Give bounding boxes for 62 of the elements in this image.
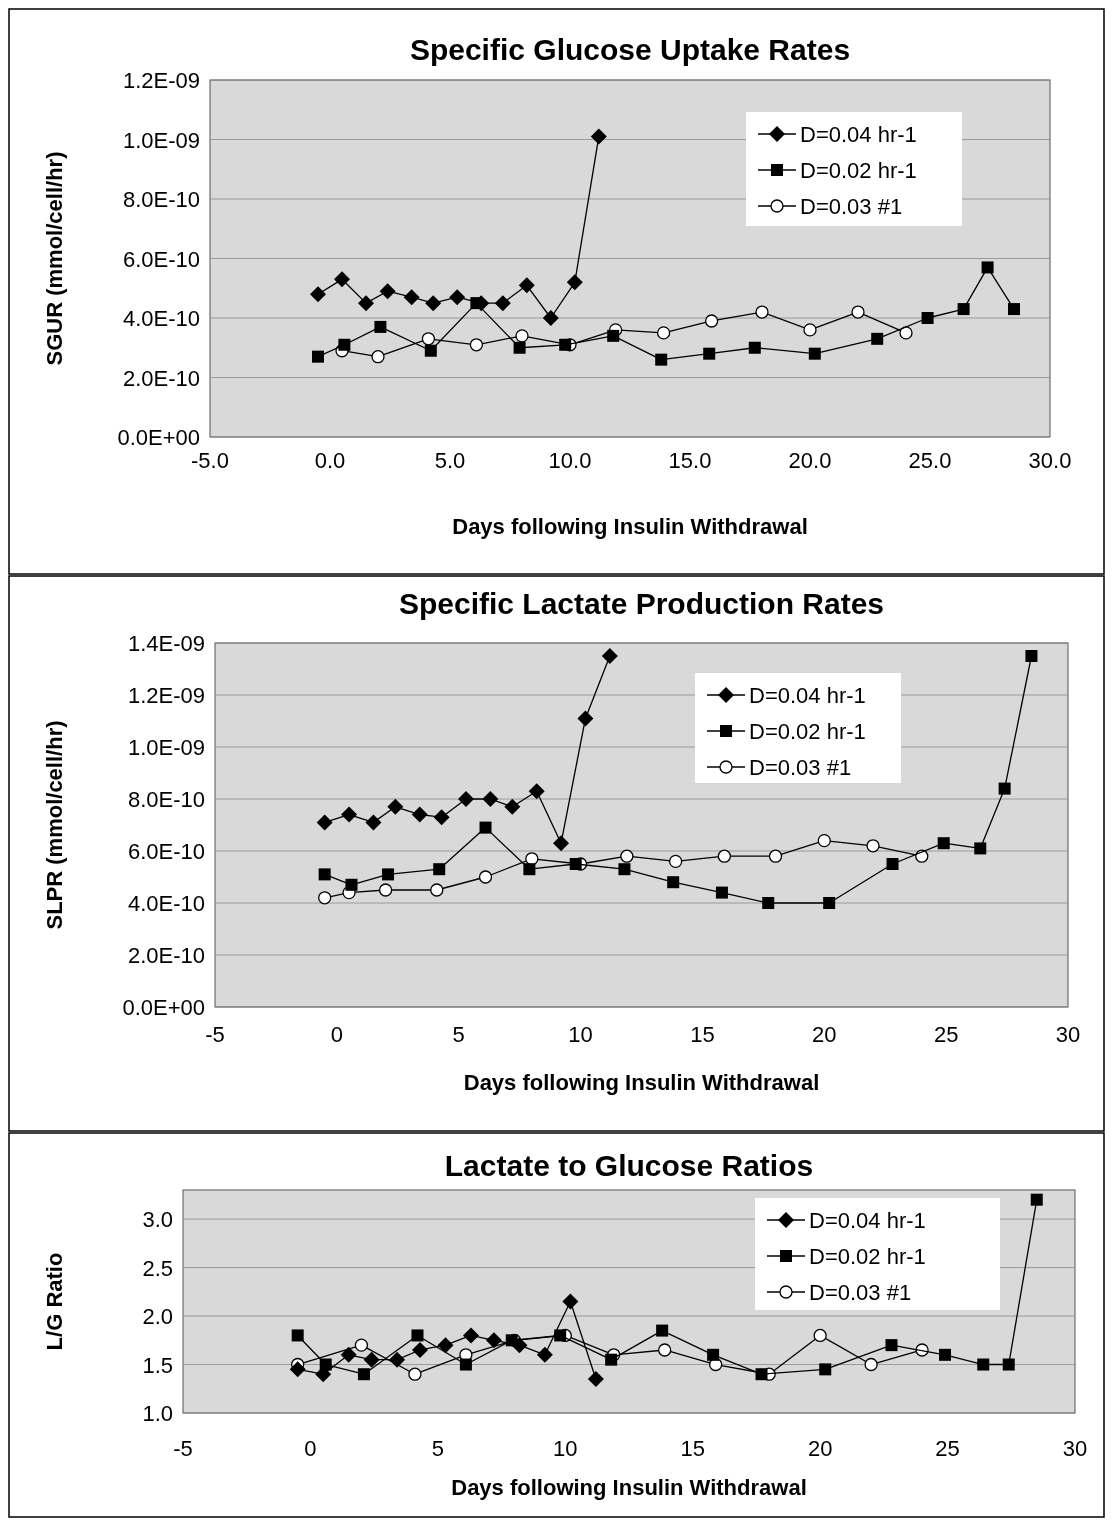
- y-tick-label: 1.0E-09: [122, 127, 200, 153]
- x-tick-label: 5: [452, 1022, 465, 1047]
- x-tick-label: 30: [1062, 1436, 1088, 1461]
- chart-title: Lactate to Glucose Ratios: [444, 1149, 814, 1182]
- y-tick-label: 4.0E-10: [127, 891, 205, 916]
- x-tick-label: 30.0: [1028, 448, 1072, 473]
- y-tick-label: 1.4E-09: [127, 631, 205, 656]
- y-tick-label: 2.0E-10: [122, 365, 200, 391]
- x-tick-label: -5.0: [191, 448, 229, 473]
- x-tick-label: 10: [553, 1436, 578, 1461]
- y-tick-label: 1.0E-09: [127, 735, 205, 760]
- y-axis-title: SLPR (mmol/cell/hr): [42, 720, 67, 930]
- chart-title: Specific Lactate Production Rates: [398, 587, 885, 620]
- x-tick-label: 5: [431, 1436, 444, 1461]
- legend-label: D=0.02 hr-1: [749, 719, 866, 744]
- legend-label: D=0.04 hr-1: [809, 1208, 926, 1233]
- y-tick-label: 6.0E-10: [122, 246, 200, 272]
- y-tick-label: 3.0: [142, 1207, 173, 1233]
- x-tick-label: 20: [807, 1436, 833, 1461]
- y-tick-label: 1.2E-09: [122, 68, 200, 93]
- y-tick-label: 8.0E-10: [122, 187, 200, 212]
- x-axis-title: Days following Insulin Withdrawal: [451, 1475, 807, 1500]
- chart-title: Specific Glucose Uptake Rates: [409, 33, 851, 66]
- x-tick-label: 20: [812, 1022, 837, 1047]
- y-axis-title: SGUR (mmol/cell/hr): [42, 151, 67, 366]
- y-tick-label: 0.0E+00: [117, 425, 200, 450]
- y-tick-label: 2.0: [142, 1304, 173, 1330]
- y-tick-label: 0.0E+00: [122, 995, 205, 1020]
- x-tick-label: -5: [173, 1436, 193, 1461]
- x-tick-label: 25: [933, 1022, 959, 1047]
- legend-label: D=0.04 hr-1: [749, 683, 866, 708]
- legend-label: D=0.04 hr-1: [800, 122, 917, 147]
- x-tick-label: 15: [680, 1436, 705, 1461]
- y-tick-label: 2.5: [142, 1255, 173, 1281]
- x-tick-label: -5: [205, 1022, 225, 1047]
- y-tick-label: 2.0E-10: [127, 943, 205, 968]
- y-axis-title: L/G Ratio: [42, 1252, 67, 1351]
- legend-label: D=0.03 #1: [809, 1280, 912, 1305]
- legend-label: D=0.02 hr-1: [800, 158, 917, 183]
- y-tick-label: 6.0E-10: [127, 839, 205, 864]
- x-axis-title: Days following Insulin Withdrawal: [452, 514, 808, 539]
- x-tick-label: 0: [330, 1022, 343, 1047]
- x-tick-label: 5.0: [434, 448, 466, 473]
- x-tick-label: 15.0: [668, 448, 712, 473]
- y-tick-label: 1.5: [142, 1352, 173, 1378]
- y-tick-label: 1.2E-09: [127, 683, 205, 708]
- x-tick-label: 30: [1055, 1022, 1081, 1047]
- y-tick-label: 8.0E-10: [127, 787, 205, 812]
- x-tick-label: 10.0: [548, 448, 592, 473]
- x-tick-label: 15: [690, 1022, 715, 1047]
- x-tick-label: 20.0: [788, 448, 832, 473]
- x-tick-label: 0.0: [314, 448, 346, 473]
- x-tick-label: 25: [935, 1436, 960, 1461]
- x-tick-label: 25.0: [908, 448, 952, 473]
- legend-label: D=0.02 hr-1: [809, 1244, 926, 1269]
- x-axis-title: Days following Insulin Withdrawal: [463, 1070, 820, 1095]
- legend-label: D=0.03 #1: [749, 755, 852, 780]
- y-tick-label: 1.0: [142, 1401, 173, 1426]
- legend-label: D=0.03 #1: [800, 194, 903, 219]
- x-tick-label: 0: [304, 1436, 317, 1461]
- y-tick-label: 4.0E-10: [122, 306, 200, 331]
- x-tick-label: 10: [568, 1022, 593, 1047]
